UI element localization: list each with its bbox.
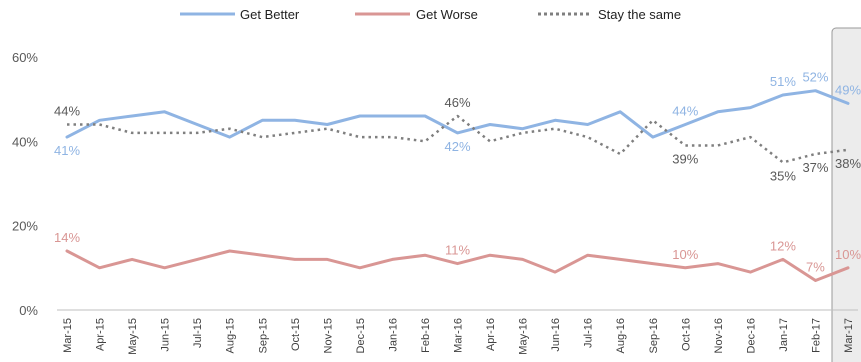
y-tick-label: 20% bbox=[12, 219, 38, 234]
x-tick-label: Apr-16 bbox=[485, 318, 497, 351]
x-tick-label: Jul-15 bbox=[192, 318, 204, 348]
x-tick-label: Dec-16 bbox=[745, 318, 757, 353]
series-line-get-worse bbox=[65, 249, 850, 282]
data-label-get-worse: 12% bbox=[770, 238, 796, 253]
legend-label-stay-the-same: Stay the same bbox=[598, 7, 681, 22]
legend-label-get-better: Get Better bbox=[240, 7, 300, 22]
y-tick-label: 60% bbox=[12, 50, 38, 65]
x-tick-label: Oct-16 bbox=[680, 318, 692, 351]
data-label-stay-the-same: 39% bbox=[672, 152, 698, 167]
data-label-get-better: 41% bbox=[54, 143, 80, 158]
data-label-get-worse: 10% bbox=[672, 247, 698, 262]
x-tick-label: Mar-17 bbox=[843, 318, 855, 353]
x-axis: Mar-15 Apr-15 May-15 Jun-15 Jul-15 Aug-15 Sep-… bbox=[62, 318, 855, 355]
x-tick-label: Sep-15 bbox=[257, 318, 269, 353]
y-tick-label: 40% bbox=[12, 134, 38, 149]
x-tick-label: Jun-15 bbox=[160, 318, 172, 352]
data-label-get-worse: 7% bbox=[806, 259, 825, 274]
data-label-get-worse: 14% bbox=[54, 230, 80, 245]
legend-label-get-worse: Get Worse bbox=[416, 7, 478, 22]
x-tick-label: May-15 bbox=[127, 318, 139, 355]
x-tick-label: Sep-16 bbox=[648, 318, 660, 353]
x-tick-label: May-16 bbox=[518, 318, 530, 355]
x-tick-label: Jan-16 bbox=[387, 318, 399, 352]
data-label-get-better: 49% bbox=[835, 82, 861, 97]
data-label-stay-the-same: 37% bbox=[802, 160, 828, 175]
x-tick-label: Mar-16 bbox=[453, 318, 465, 353]
x-tick-label: Oct-15 bbox=[290, 318, 302, 351]
x-tick-label: Feb-17 bbox=[810, 318, 822, 353]
x-tick-label: Feb-16 bbox=[420, 318, 432, 353]
series-line-get-better bbox=[65, 89, 850, 139]
legend: Get Better Get Worse Stay the same bbox=[180, 7, 681, 22]
x-tick-label: Aug-16 bbox=[615, 318, 627, 353]
data-label-stay-the-same: 46% bbox=[444, 95, 470, 110]
data-label-get-better: 44% bbox=[672, 103, 698, 118]
latest-month-highlight bbox=[831, 27, 861, 362]
data-labels: 41% 42% 44% 51% 52% 49% 14% 11% 10% 12% 7% 10% 44% 46… bbox=[54, 70, 861, 275]
x-tick-label: Aug-15 bbox=[225, 318, 237, 353]
x-tick-label: Nov-15 bbox=[322, 318, 334, 353]
series-line-stay-the-same bbox=[67, 114, 849, 164]
x-tick-label: Jun-16 bbox=[550, 318, 562, 352]
data-label-stay-the-same: 38% bbox=[835, 156, 861, 171]
data-label-get-worse: 10% bbox=[835, 247, 861, 262]
x-tick-label: Apr-15 bbox=[95, 318, 107, 351]
data-label-stay-the-same: 35% bbox=[770, 168, 796, 183]
data-label-get-better: 42% bbox=[444, 139, 470, 154]
data-label-get-worse: 11% bbox=[445, 243, 470, 258]
series-lines bbox=[65, 89, 850, 282]
data-label-get-better: 51% bbox=[770, 74, 796, 89]
y-tick-label: 0% bbox=[19, 303, 38, 318]
x-tick-label: Dec-15 bbox=[355, 318, 367, 353]
x-tick-label: Nov-16 bbox=[713, 318, 725, 353]
x-tick-label: Jan-17 bbox=[778, 318, 790, 352]
x-tick-label: Jul-16 bbox=[583, 318, 595, 348]
data-label-get-better: 52% bbox=[802, 70, 828, 85]
y-axis: 0% 20% 40% 60% bbox=[12, 50, 858, 318]
data-label-stay-the-same: 44% bbox=[54, 103, 80, 118]
x-tick-label: Mar-15 bbox=[62, 318, 74, 353]
